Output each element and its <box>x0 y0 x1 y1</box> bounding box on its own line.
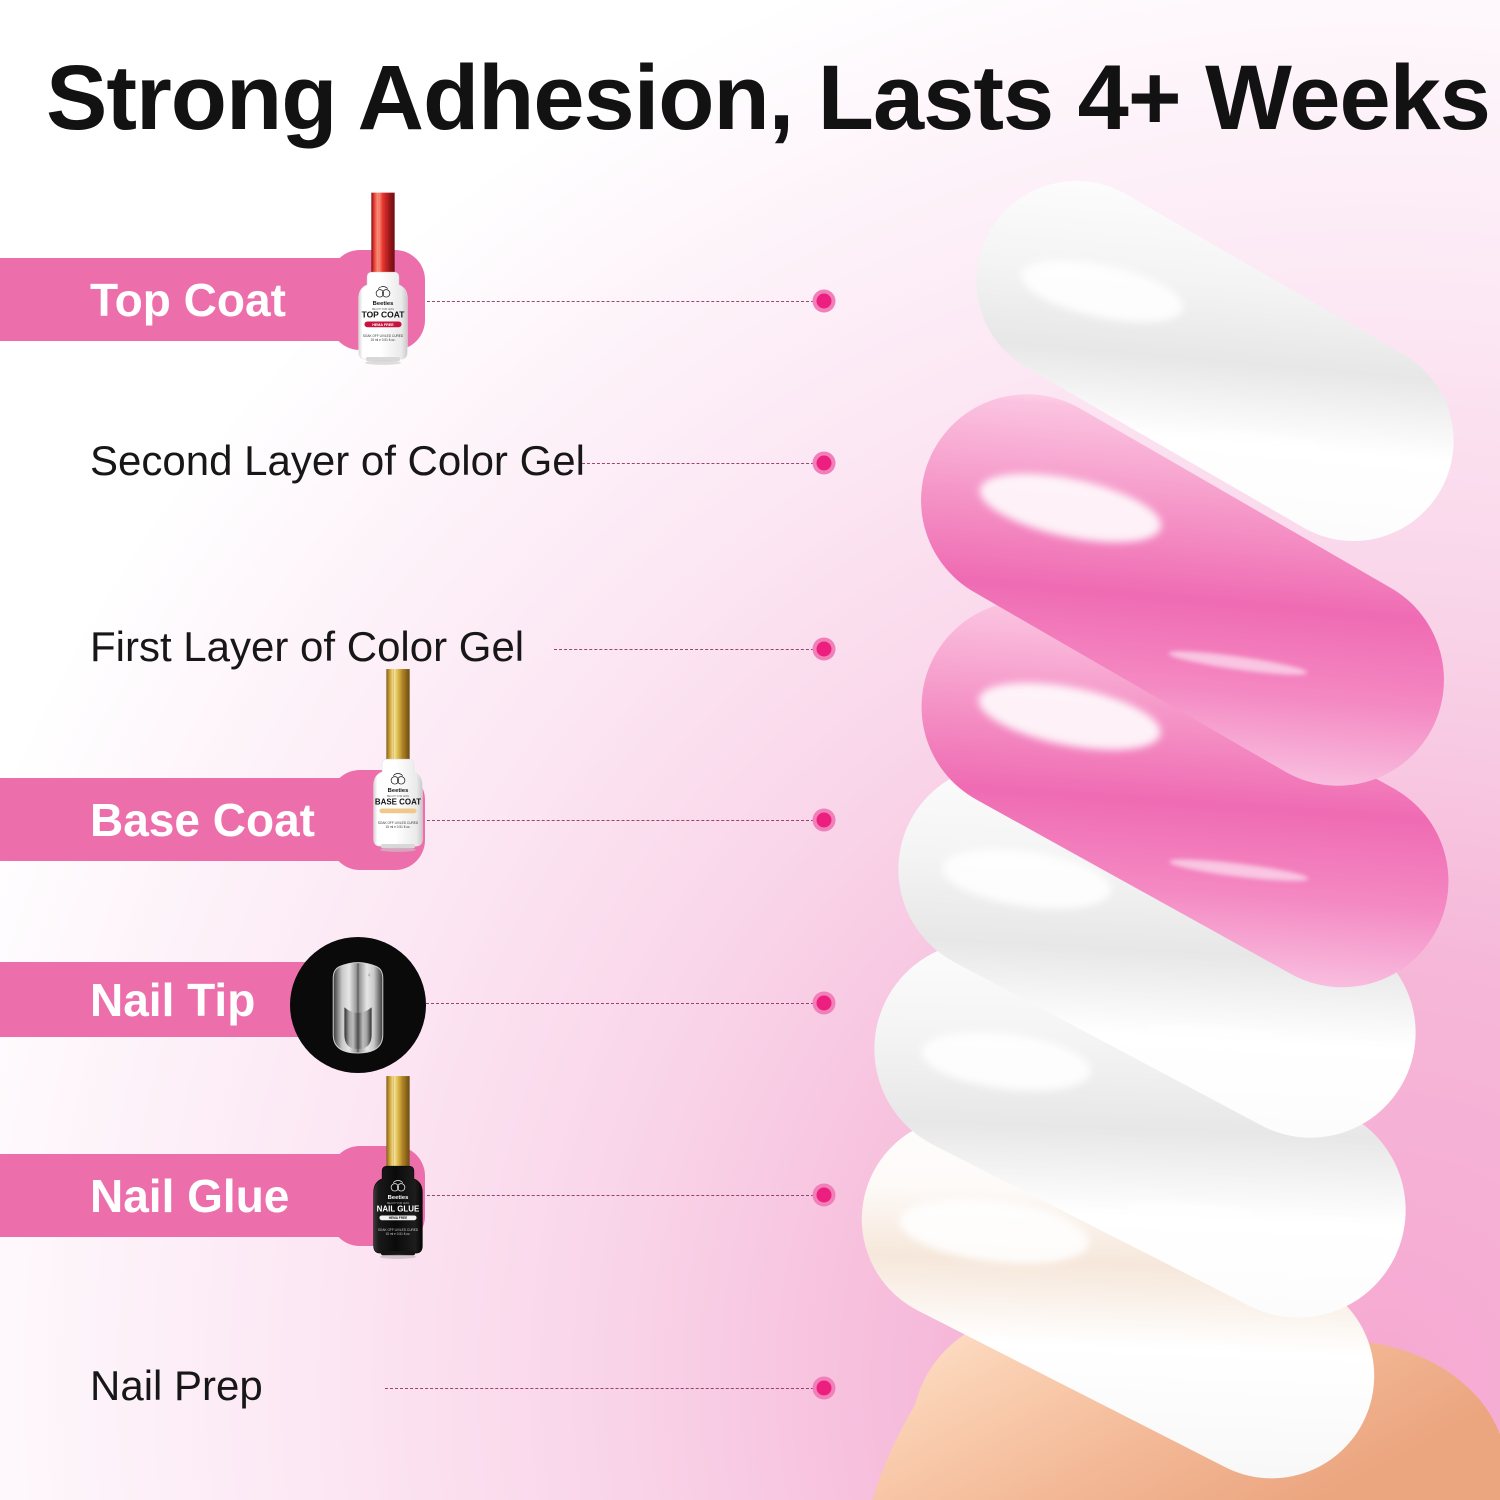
svg-text:15 ml e 0.51 fl.oz.: 15 ml e 0.51 fl.oz. <box>386 1232 411 1236</box>
svg-text:SOAK OFF UV/LED CURED: SOAK OFF UV/LED CURED <box>363 334 404 338</box>
svg-text:TOP COAT: TOP COAT <box>362 310 406 320</box>
svg-text:4: 4 <box>368 973 371 979</box>
svg-text:HEMA FREE: HEMA FREE <box>389 1216 407 1220</box>
svg-text:15 ml e 0.51 fl.oz.: 15 ml e 0.51 fl.oz. <box>386 825 411 829</box>
svg-text:Beeties: Beeties <box>388 1195 409 1201</box>
svg-text:HEMA FREE: HEMA FREE <box>372 323 394 327</box>
svg-text:Beeties: Beeties <box>373 301 394 307</box>
svg-text:SOAK OFF UV/LED CURED: SOAK OFF UV/LED CURED <box>378 1228 419 1232</box>
svg-text:SOAK OFF UV/LED CURED: SOAK OFF UV/LED CURED <box>378 821 419 825</box>
svg-text:Beeties: Beeties <box>388 788 409 794</box>
svg-text:15 ml e 0.51 fl.oz.: 15 ml e 0.51 fl.oz. <box>371 338 396 342</box>
svg-text:BASE COAT: BASE COAT <box>375 798 421 807</box>
svg-text:NAIL GLUE: NAIL GLUE <box>377 1205 420 1214</box>
